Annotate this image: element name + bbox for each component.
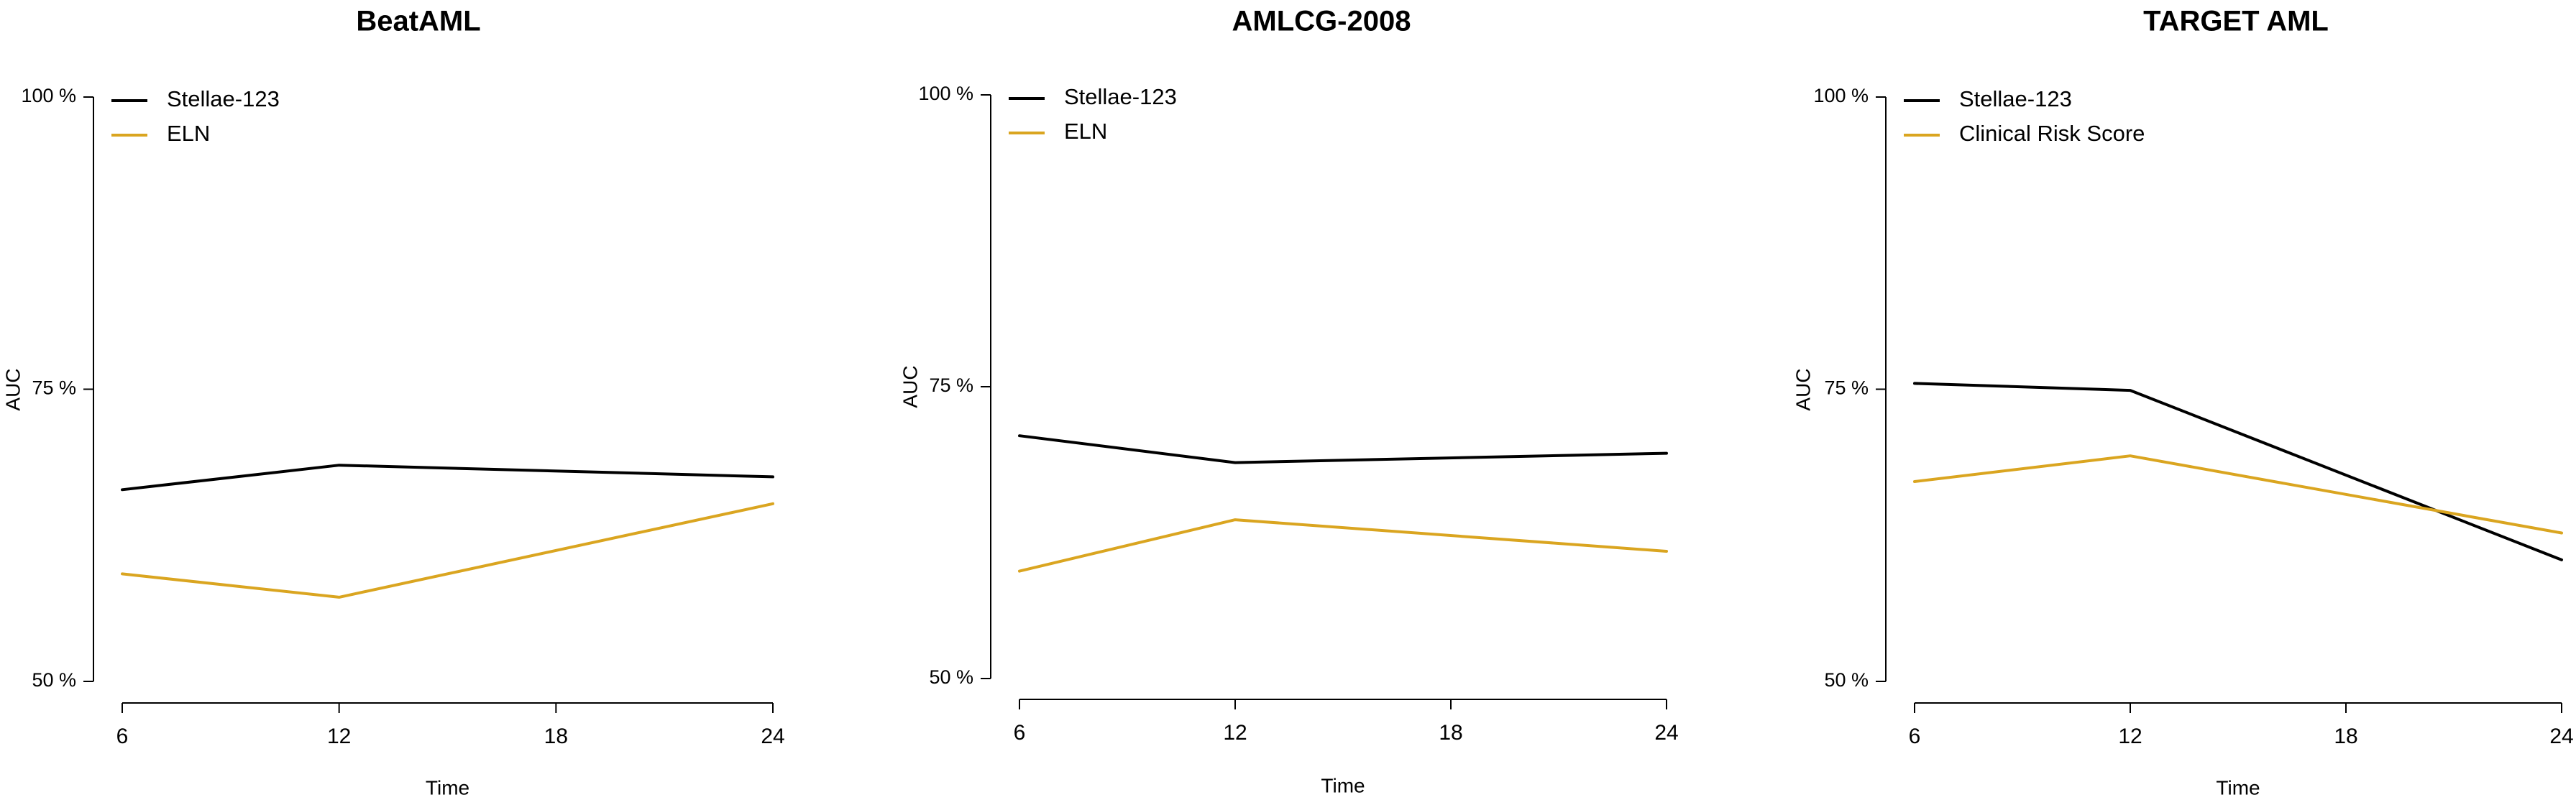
legend-label: ELN [1064,119,1107,144]
panel-amlcg-2008: AMLCG-2008 50 % 75 % 100 % AUC 6 12 18 24 Time Ste… [899,6,1678,797]
x-tick-label: 6 [1014,721,1026,745]
y-tick-label: 100 % [1813,85,1869,106]
y-tick-label: 75 % [929,374,973,396]
series-line-stellae-123 [1018,434,1668,464]
y-tick-label: 50 % [1824,669,1869,691]
x-tick-label: 18 [2334,725,2357,748]
y-tick-label: 75 % [32,377,76,399]
chart-title: TARGET AML [2143,6,2329,37]
x-tick-label: 18 [1439,721,1462,745]
series-line-stellae-123 [121,464,774,492]
legend-label: Stellae-123 [1064,84,1177,109]
y-axis-title: AUC [899,365,921,408]
y-tick-label: 100 % [21,85,76,106]
x-axis-title: Time [1321,774,1365,796]
legend-label: Clinical Risk Score [1959,121,2145,146]
y-tick-label: 100 % [918,83,973,104]
x-tick-label: 6 [1909,725,1921,748]
x-tick-label: 24 [1654,721,1678,745]
x-tick-label: 12 [1223,721,1247,745]
chart-title: AMLCG-2008 [1232,6,1411,37]
y-tick-label: 50 % [929,666,973,688]
x-axis-title: Time [2216,776,2260,799]
series-line-eln [121,502,774,599]
x-tick-label: 12 [2118,725,2142,748]
x-tick-label: 18 [544,725,568,748]
series-line-stellae-123 [1913,382,2563,561]
panel-beataml: BeatAML 50 % 75 % 100 % AUC 6 12 18 24 Time Stella… [1,6,784,799]
y-tick-label: 75 % [1824,377,1869,399]
legend-label: Stellae-123 [1959,86,2072,111]
series-line-eln [1018,518,1668,573]
x-tick-label: 6 [116,725,129,748]
x-tick-label: 12 [327,725,351,748]
chart-title: BeatAML [356,6,480,37]
y-tick-label: 50 % [32,669,76,691]
x-tick-label: 24 [761,725,784,748]
legend-label: ELN [167,121,210,146]
panel-target-aml: TARGET AML 50 % 75 % 100 % AUC 6 12 18 24 Time Ste… [1792,6,2573,799]
legend-label: Stellae-123 [167,86,280,111]
y-axis-title: AUC [1,368,24,410]
series-line-clinical-risk-score [1913,454,2563,535]
y-axis-title: AUC [1792,368,1814,410]
x-tick-label: 24 [2549,725,2573,748]
x-axis-title: Time [426,776,469,799]
